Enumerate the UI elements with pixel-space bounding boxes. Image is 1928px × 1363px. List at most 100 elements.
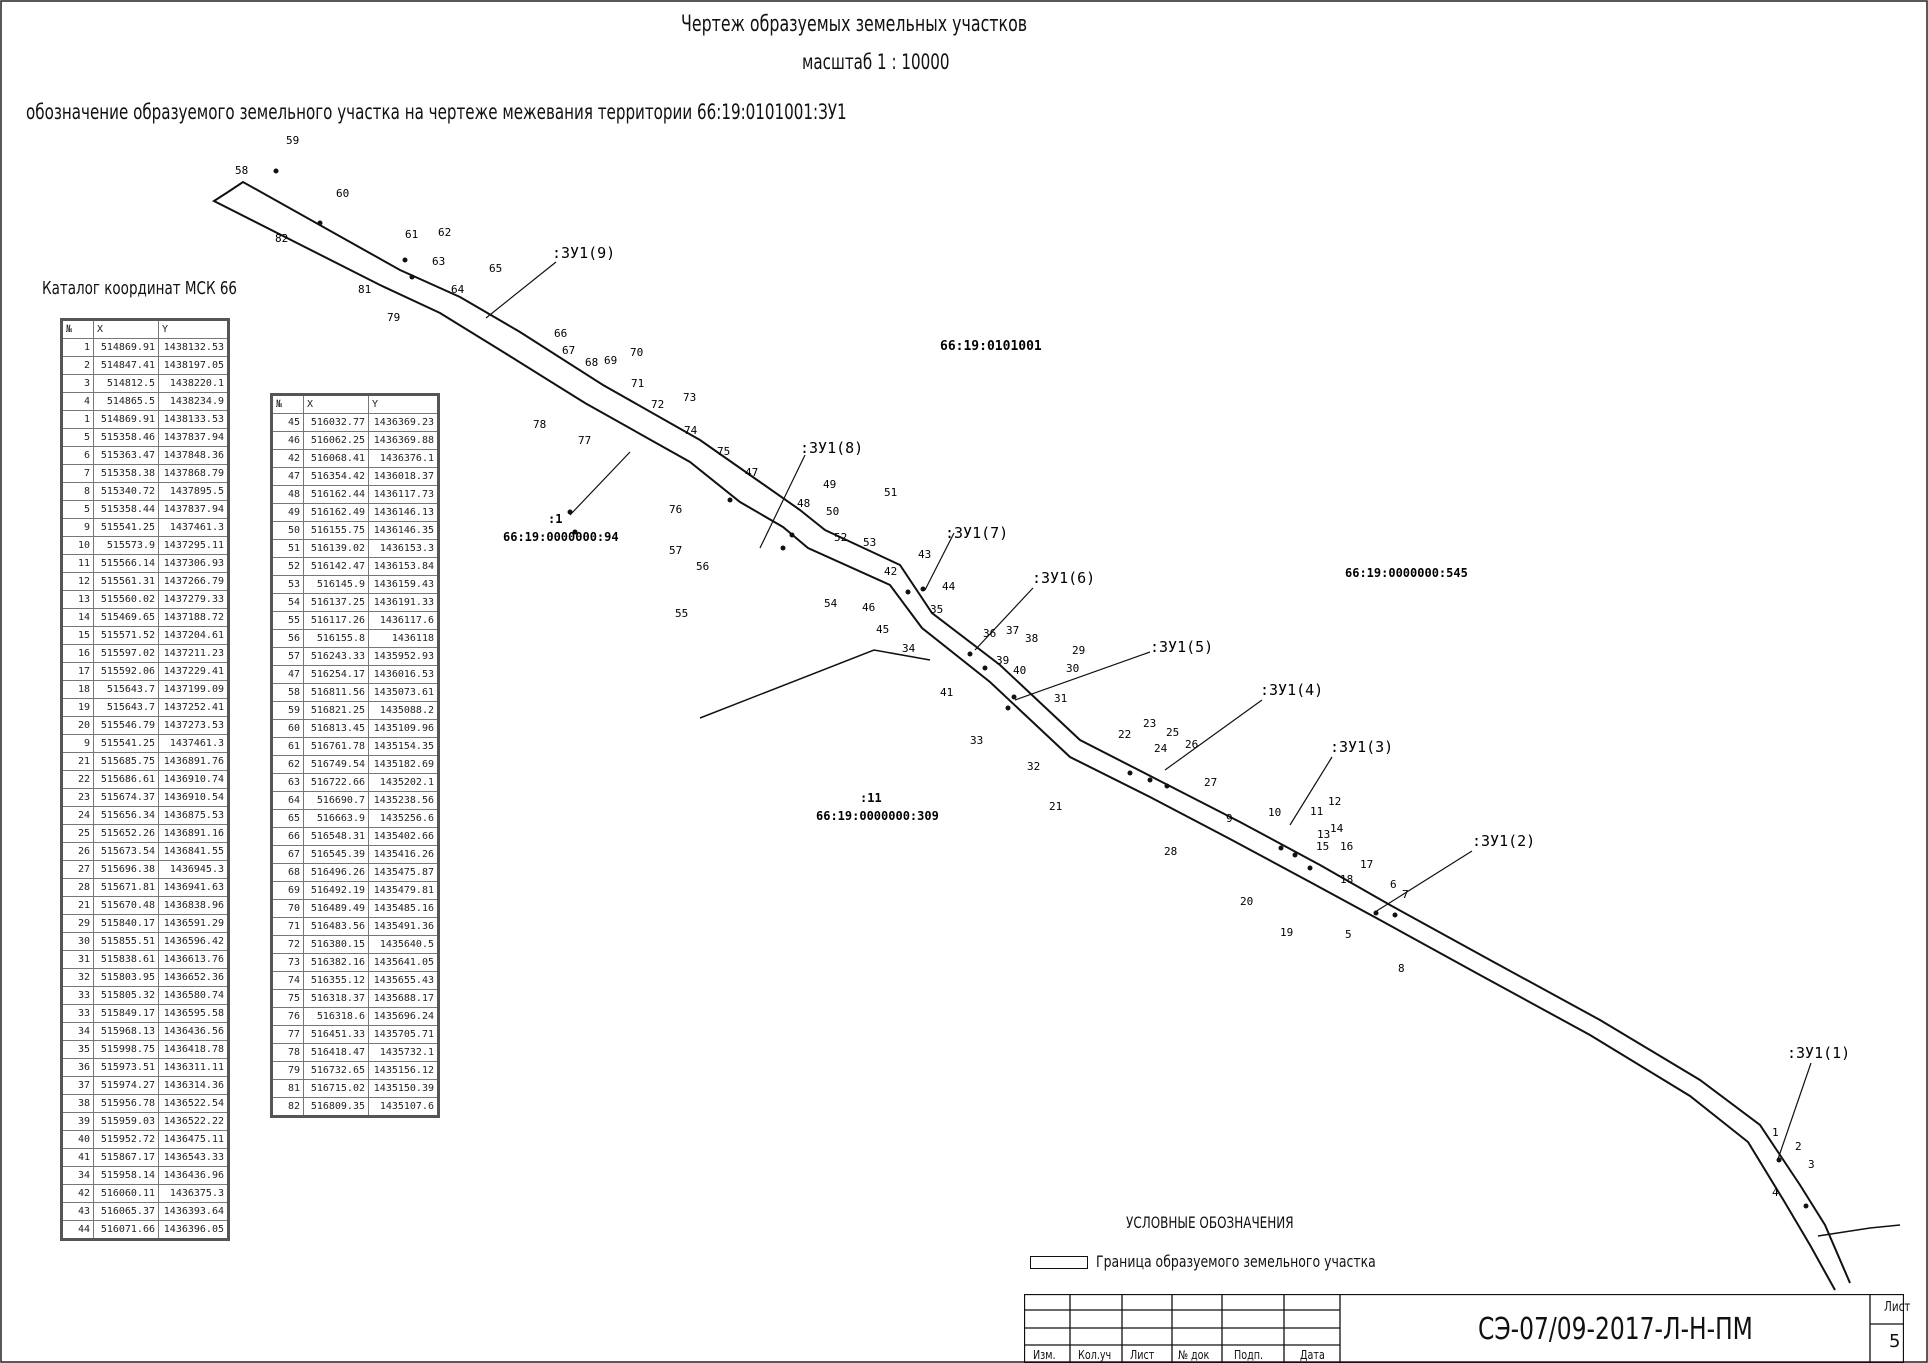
point-id-cell: 31 [61, 950, 94, 969]
x-coordinate-cell: 516142.47 [303, 557, 369, 576]
point-id-cell: 24 [61, 806, 94, 825]
point-number: 68 [585, 356, 598, 369]
y-coordinate-cell: 1436891.16 [158, 824, 229, 843]
x-coordinate-cell: 515958.14 [93, 1166, 159, 1185]
x-coordinate-cell: 515573.9 [93, 536, 159, 555]
y-coordinate-cell: 1436117.73 [368, 485, 439, 504]
point-id-cell: 63 [271, 773, 304, 792]
point-id-cell: 53 [271, 575, 304, 594]
coordinate-row: 25 515652.26 1436891.16 [61, 824, 229, 843]
point-id-cell: 68 [271, 863, 304, 882]
x-coordinate-cell: 516380.15 [303, 935, 369, 954]
coordinate-row: 21 515685.75 1436891.76 [61, 752, 229, 771]
y-coordinate-cell: 1437252.41 [158, 698, 229, 717]
y-coordinate-cell: 1436591.29 [158, 914, 229, 933]
point-id-cell: 21 [61, 752, 94, 771]
point-number: 13 [1317, 828, 1330, 841]
point-id-cell: 1 [61, 338, 94, 357]
y-coordinate-cell: 1436016.53 [368, 665, 439, 684]
point-number: 54 [824, 597, 838, 610]
point-number: 27 [1204, 776, 1217, 789]
stamp-col-count: Кол.уч [1078, 1348, 1112, 1362]
x-coordinate-cell: 515685.75 [93, 752, 159, 771]
point-number: 3 [1808, 1158, 1815, 1171]
point-number: 34 [902, 642, 916, 655]
stamp-col-sign: Подп. [1234, 1348, 1264, 1362]
point-id-cell: 9 [61, 518, 94, 537]
coordinate-row: 33 515849.17 1436595.58 [61, 1004, 229, 1023]
x-coordinate-cell: 516483.56 [303, 917, 369, 936]
point-number: 64 [451, 283, 465, 296]
point-id-cell: 82 [271, 1097, 304, 1117]
point-id-cell: 72 [271, 935, 304, 954]
point-id-cell: 67 [271, 845, 304, 864]
y-coordinate-cell: 1438132.53 [158, 338, 229, 357]
y-coordinate-cell: 1435479.81 [368, 881, 439, 900]
x-coordinate-cell: 515656.34 [93, 806, 159, 825]
point-id-cell: 17 [61, 662, 94, 681]
y-coordinate-cell: 1435688.17 [368, 989, 439, 1008]
coordinate-row: 11 515566.14 1437306.93 [61, 554, 229, 573]
y-coordinate-cell: 1437306.93 [158, 554, 229, 573]
zu-label: :ЗУ1(7) [945, 524, 1008, 542]
coordinate-row: 37 515974.27 1436314.36 [61, 1076, 229, 1095]
point-number: 69 [604, 354, 617, 367]
y-coordinate-cell: 1437204.61 [158, 626, 229, 645]
x-coordinate-cell: 515838.61 [93, 950, 159, 969]
x-coordinate-cell: 516318.37 [303, 989, 369, 1008]
point-id-cell: 22 [61, 770, 94, 789]
y-coordinate-cell: 1436118 [368, 629, 439, 648]
x-coordinate-cell: 516355.12 [303, 971, 369, 990]
coordinate-row: 65 516663.9 1435256.6 [271, 809, 439, 828]
point-id-cell: 34 [61, 1022, 94, 1041]
y-coordinate-cell: 1435475.87 [368, 863, 439, 882]
point-id-cell: 38 [61, 1094, 94, 1113]
coordinate-header-row: № X Y [61, 319, 229, 339]
x-coordinate-cell: 516418.47 [303, 1043, 369, 1062]
x-coordinate-cell: 516811.56 [303, 683, 369, 702]
y-coordinate-cell: 1436369.88 [368, 431, 439, 450]
y-coordinate-cell: 1436396.05 [158, 1220, 229, 1240]
point-number: 58 [235, 164, 248, 177]
drawing-scale: масштаб 1 : 10000 [802, 50, 950, 74]
x-coordinate-cell: 516065.37 [93, 1202, 159, 1221]
zu-label: :ЗУ1(5) [1150, 638, 1213, 656]
point-number: 12 [1328, 795, 1341, 808]
coordinate-row: 45 516032.77 1436369.23 [271, 413, 439, 432]
point-id-cell: 10 [61, 536, 94, 555]
coordinate-row: 60 516813.45 1435109.96 [271, 719, 439, 738]
point-number: 1 [1772, 1126, 1779, 1139]
x-coordinate-cell: 515674.37 [93, 788, 159, 807]
point-id-cell: 55 [271, 611, 304, 630]
coordinate-row: 31 515838.61 1436613.76 [61, 950, 229, 969]
point-number: 43 [918, 548, 931, 561]
coordinate-row: 53 516145.9 1436159.43 [271, 575, 439, 594]
y-coordinate-cell: 1435416.26 [368, 845, 439, 864]
point-id-cell: 58 [271, 683, 304, 702]
x-coordinate-cell: 516722.66 [303, 773, 369, 792]
legend-boundary-swatch [1030, 1256, 1088, 1269]
coordinate-row: 15 515571.52 1437204.61 [61, 626, 229, 645]
coordinate-catalog-title: Каталог координат МСК 66 [42, 278, 237, 299]
coordinate-header-row: № X Y [271, 394, 439, 414]
y-coordinate-cell: 1437188.72 [158, 608, 229, 627]
y-coordinate-cell: 1436153.3 [368, 539, 439, 558]
point-id-cell: 73 [271, 953, 304, 972]
y-coordinate-cell: 1435202.1 [368, 773, 439, 792]
y-coordinate-cell: 1435952.93 [368, 647, 439, 666]
x-coordinate-cell: 515840.17 [93, 914, 159, 933]
coordinate-row: 56 516155.8 1436118 [271, 629, 439, 648]
point-number: 9 [1226, 812, 1233, 825]
x-coordinate-cell: 515363.47 [93, 446, 159, 465]
point-number: 10 [1268, 806, 1281, 819]
stamp-col-docno: № док [1178, 1348, 1210, 1362]
x-coordinate-cell: 515597.02 [93, 644, 159, 663]
y-coordinate-cell: 1437273.53 [158, 716, 229, 735]
coordinate-row: 42 516060.11 1436375.3 [61, 1184, 229, 1203]
point-number: 36 [983, 627, 996, 640]
x-coordinate-cell: 514847.41 [93, 356, 159, 375]
y-coordinate-cell: 1437837.94 [158, 500, 229, 519]
point-id-cell: 52 [271, 557, 304, 576]
coordinate-row: 72 516380.15 1435640.5 [271, 935, 439, 954]
x-coordinate-cell: 516732.65 [303, 1061, 369, 1080]
